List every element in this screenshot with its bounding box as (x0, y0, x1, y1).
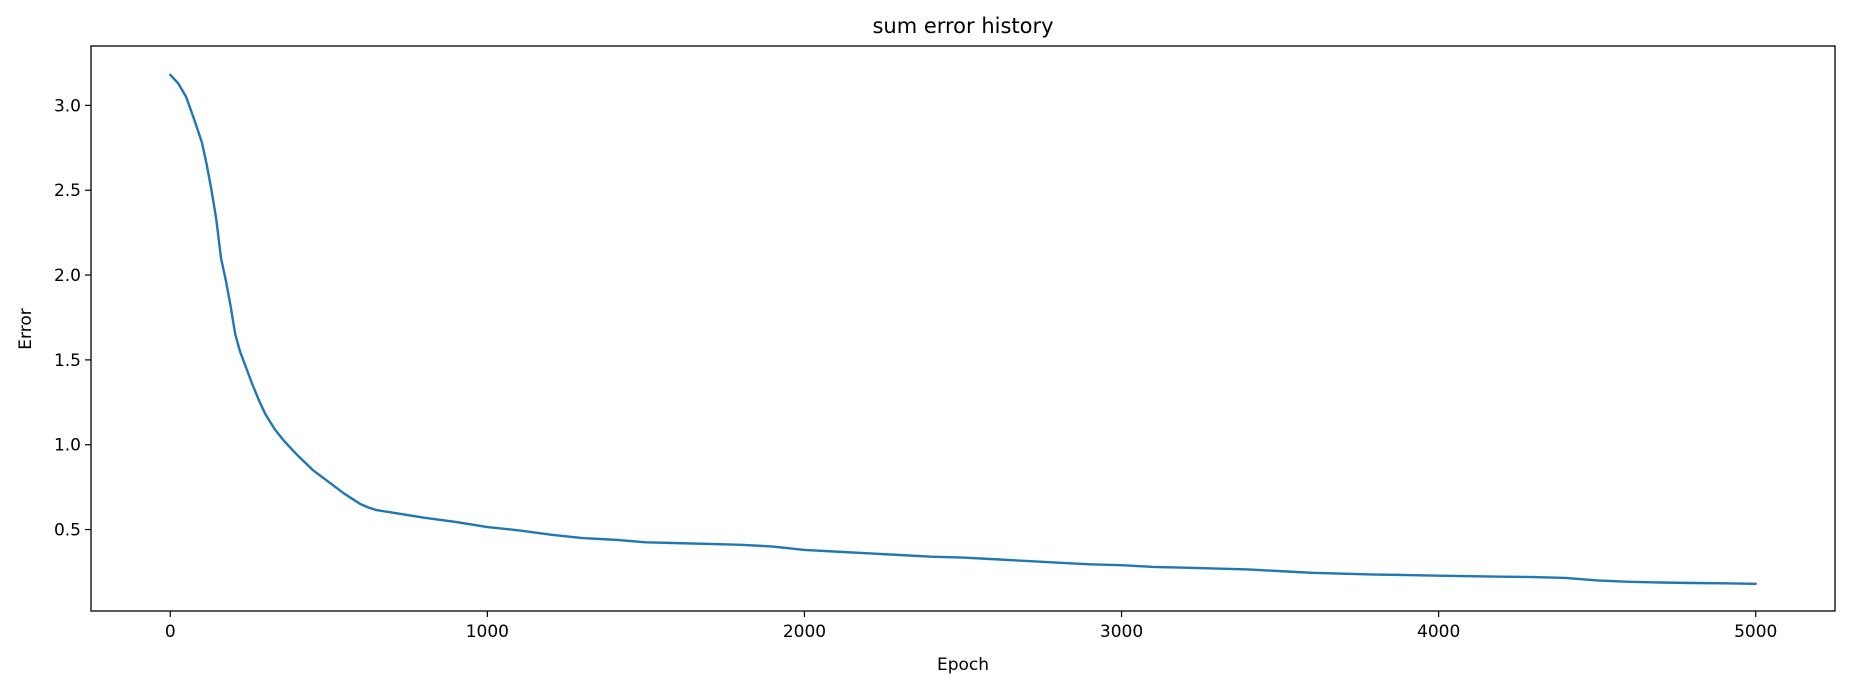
y-tick-label: 2.5 (54, 181, 81, 201)
x-tick-label: 0 (165, 622, 176, 642)
x-tick-label: 4000 (1417, 622, 1460, 642)
y-tick-label: 3.0 (54, 96, 81, 116)
x-tick-label: 5000 (1734, 622, 1777, 642)
x-tick-label: 1000 (466, 622, 509, 642)
x-tick-label: 2000 (783, 622, 826, 642)
chart-title: sum error history (872, 14, 1053, 38)
x-tick-label: 3000 (1100, 622, 1143, 642)
y-axis-ticks: 0.5 1.0 1.5 2.0 2.5 3.0 (54, 96, 91, 541)
x-axis-label: Epoch (937, 655, 989, 675)
y-tick-label: 1.5 (54, 351, 81, 371)
y-tick-label: 0.5 (54, 521, 81, 541)
plot-frame (90, 45, 1836, 612)
plot-data-layer (169, 73, 1757, 586)
x-axis-ticks: 0 1000 2000 3000 4000 5000 (165, 611, 1777, 642)
y-tick-label: 2.0 (54, 266, 81, 286)
y-axis-label: Error (16, 308, 36, 349)
y-tick-label: 1.0 (54, 436, 81, 456)
series-line-0 (169, 73, 1757, 586)
